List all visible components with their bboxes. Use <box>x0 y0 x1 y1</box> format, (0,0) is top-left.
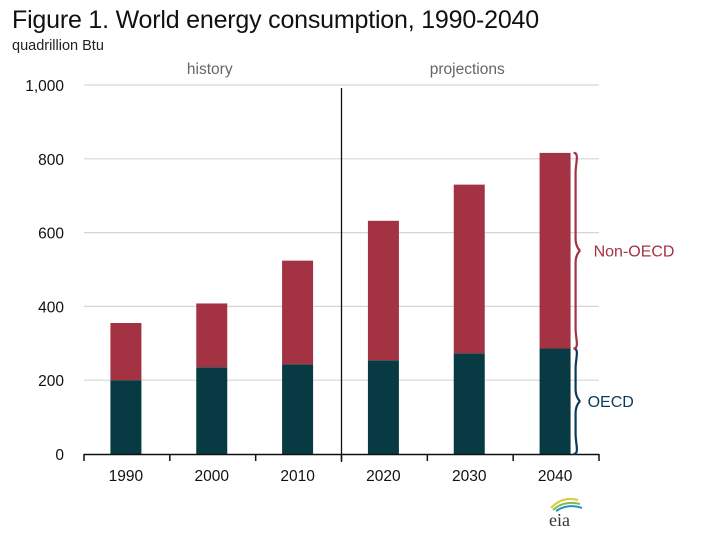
x-tick-label: 2030 <box>452 468 487 485</box>
logo-arc-blue <box>555 505 583 512</box>
eia-logo: eia <box>549 497 583 530</box>
x-tick-label: 2000 <box>195 468 230 485</box>
x-tick-label: 2040 <box>538 468 573 485</box>
annotation-non-oecd: Non-OECD <box>594 244 675 261</box>
x-tick-label: 2020 <box>366 468 401 485</box>
x-tick-label: 2010 <box>280 468 315 485</box>
brace-oecd <box>573 347 581 456</box>
units-label: quadrillion Btu <box>12 38 104 54</box>
bar-non-oecd-2000 <box>196 303 228 368</box>
bar-oecd-2010 <box>282 364 314 454</box>
y-tick-label: 400 <box>38 299 64 316</box>
y-tick-label: 0 <box>55 447 64 464</box>
y-tick-label: 800 <box>38 152 64 169</box>
brace-non-oecd <box>573 151 581 350</box>
bar-non-oecd-2020 <box>367 220 399 361</box>
chart-title: Figure 1. World energy consumption, 1990… <box>12 6 539 34</box>
y-tick-label: 200 <box>38 373 64 390</box>
logo-arc-green <box>552 501 581 511</box>
annotations: OECD Non-OECD <box>573 151 675 456</box>
bar-non-oecd-2010 <box>282 260 314 365</box>
x-tick-label: 1990 <box>109 468 144 485</box>
y-tick-label: 1,000 <box>25 78 64 95</box>
bars <box>110 152 571 454</box>
bar-non-oecd-2030 <box>453 184 485 354</box>
annotation-oecd: OECD <box>588 394 634 411</box>
y-axis-ticks: 0 200 400 600 800 1,000 <box>25 78 64 464</box>
logo-text: eia <box>549 510 570 530</box>
section-label-history: history <box>187 61 233 78</box>
logo-arc-yellow <box>550 497 579 509</box>
y-tick-label: 600 <box>38 226 64 243</box>
section-labels: history projections <box>187 61 505 462</box>
bar-oecd-2030 <box>453 353 485 454</box>
bar-non-oecd-2040 <box>539 152 571 349</box>
bar-oecd-1990 <box>110 380 142 454</box>
bar-oecd-2000 <box>196 367 228 454</box>
bar-oecd-2020 <box>367 360 399 454</box>
section-label-projections: projections <box>430 61 505 78</box>
bar-oecd-2040 <box>539 348 571 454</box>
bar-non-oecd-1990 <box>110 323 142 381</box>
